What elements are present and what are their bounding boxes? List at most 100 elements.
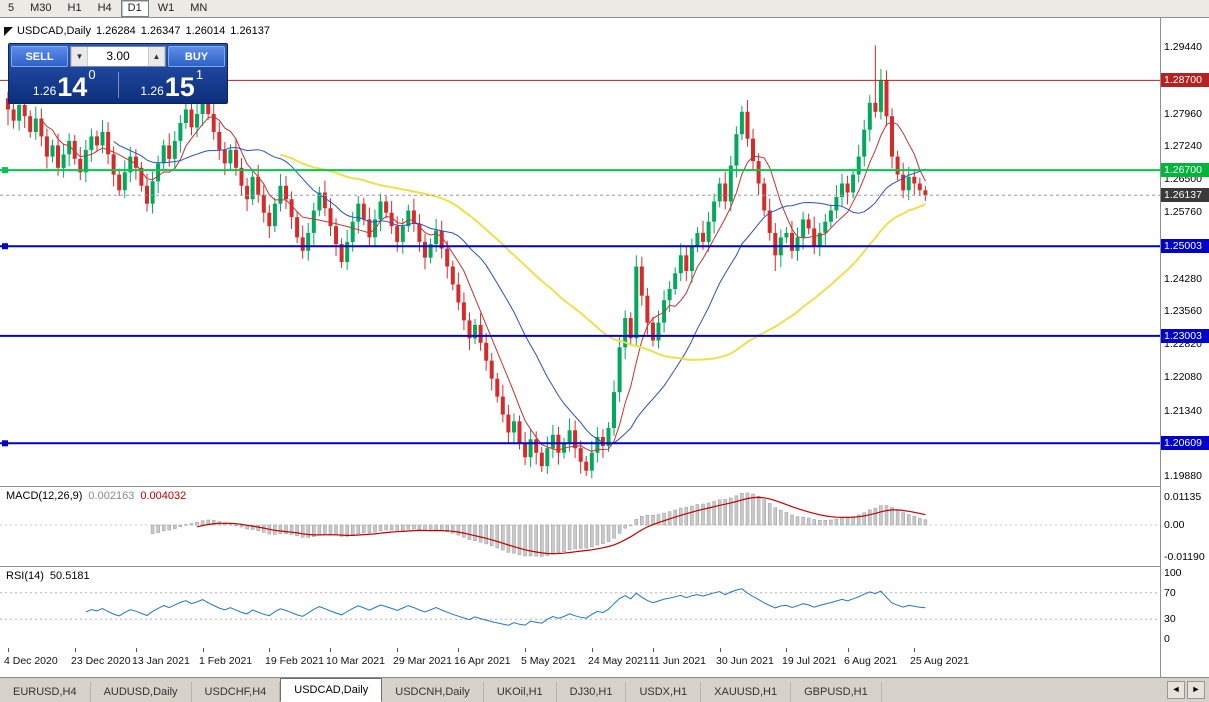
date-label: 16 Apr 2021 xyxy=(454,655,511,667)
rsi-panel-separator[interactable] xyxy=(0,566,1209,567)
price-tick-1.29440: 1.29440 xyxy=(1164,41,1202,53)
time-tick xyxy=(786,648,787,652)
tab-scroll-left-icon[interactable]: ◄ xyxy=(1167,681,1185,699)
time-axis[interactable]: 4 Dec 2020 23 Dec 2020 13 Jan 2021 1 Feb 20… xyxy=(0,648,1160,677)
time-tick xyxy=(592,648,593,652)
time-tick xyxy=(914,648,915,652)
date-label: 24 May 2021 xyxy=(588,655,649,667)
rsi-axis-30: 30 xyxy=(1164,613,1176,625)
bid-price-prefix: 1.26 xyxy=(32,84,57,98)
timeframe-button-5[interactable]: 5 xyxy=(8,2,15,14)
timeframe-button-mn[interactable]: MN xyxy=(190,2,208,14)
macd-signal-value: 0.004032 xyxy=(140,490,187,502)
price-tick-1.21340: 1.21340 xyxy=(1164,405,1202,417)
macd-axis-zero: 0.00 xyxy=(1164,519,1185,531)
time-tick xyxy=(330,648,331,652)
volume-decrease-icon[interactable]: ▼ xyxy=(71,47,88,66)
timeframe-button-h4[interactable]: H4 xyxy=(97,2,112,14)
price-badge-current-price: 1.26137 xyxy=(1161,188,1209,202)
tab-scroll-controls: ◄ ► xyxy=(1163,678,1209,702)
date-label: 5 May 2021 xyxy=(521,655,576,667)
price-tick-1.27960: 1.27960 xyxy=(1164,108,1202,120)
time-tick xyxy=(269,648,270,652)
rsi-value: 50.5181 xyxy=(49,570,90,582)
price-tick-1.27240: 1.27240 xyxy=(1164,140,1202,152)
chart-tab-eurusd-h4[interactable]: EURUSD,H4 xyxy=(0,682,91,702)
date-label: 11 Jun 2021 xyxy=(649,655,707,667)
price-badge-support-level-1: 1.25003 xyxy=(1161,239,1209,253)
sell-button[interactable]: SELL xyxy=(11,46,68,67)
date-label: 10 Mar 2021 xyxy=(326,655,385,667)
ask-price-pip: 1 xyxy=(195,67,204,82)
timeframe-button-h1[interactable]: H1 xyxy=(67,2,82,14)
chart-tab-ukoil-h1[interactable]: UKOil,H1 xyxy=(484,682,557,702)
ohlc-high: 1.26347 xyxy=(140,25,181,37)
chart-tab-usdchf-h4[interactable]: USDCHF,H4 xyxy=(192,682,281,702)
volume-input[interactable]: 3.00 xyxy=(106,49,130,63)
price-axis[interactable]: 0.01135 0.00 -0.01190 1.29440 1.27960 1.27… xyxy=(1160,18,1209,677)
time-tick xyxy=(75,648,76,652)
date-label: 6 Aug 2021 xyxy=(844,655,898,667)
price-tick-1.25760: 1.25760 xyxy=(1164,206,1202,218)
date-label: 25 Aug 2021 xyxy=(910,655,969,667)
ohlc-close: 1.26137 xyxy=(230,25,271,37)
timeframe-button-m30[interactable]: M30 xyxy=(30,2,52,14)
price-badge-support-level-3: 1.20609 xyxy=(1161,436,1209,450)
macd-panel-separator[interactable] xyxy=(0,486,1209,487)
buy-button[interactable]: BUY xyxy=(168,46,225,67)
date-label: 19 Jul 2021 xyxy=(782,655,837,667)
macd-indicator-panel[interactable] xyxy=(0,487,1160,566)
rsi-indicator-panel[interactable] xyxy=(0,567,1160,648)
timeframe-button-d1[interactable]: D1 xyxy=(120,0,149,17)
macd-title: MACD(12,26,9) 0.002163 0.004032 xyxy=(6,490,186,502)
chart-tab-usdcnh-daily[interactable]: USDCNH,Daily xyxy=(382,682,484,702)
price-badge-support-level-2: 1.23003 xyxy=(1161,329,1209,343)
time-tick xyxy=(848,648,849,652)
one-click-trading-panel: SELL ▼ 3.00 ▲ BUY 1.26 14 0 1.26 15 1 xyxy=(8,43,228,104)
chart-tab-gbpusd-h1[interactable]: GBPUSD,H1 xyxy=(791,682,882,702)
price-tick-1.23560: 1.23560 xyxy=(1164,305,1202,317)
macd-axis-top: 0.01135 xyxy=(1164,491,1202,503)
price-badge-resistance-level: 1.28700 xyxy=(1161,73,1209,87)
bid-price-pip: 0 xyxy=(88,67,96,82)
time-tick xyxy=(720,648,721,652)
time-tick xyxy=(653,648,654,652)
bid-price-big: 14 xyxy=(57,72,88,102)
macd-axis-bottom: -0.01190 xyxy=(1164,551,1205,563)
timeframe-button-w1[interactable]: W1 xyxy=(157,2,175,14)
volume-increase-icon[interactable]: ▲ xyxy=(148,47,165,66)
date-label: 23 Dec 2020 xyxy=(71,655,131,667)
chart-tab-dj30-h1[interactable]: DJ30,H1 xyxy=(557,682,627,702)
date-label: 13 Jan 2021 xyxy=(132,655,190,667)
time-tick xyxy=(8,648,9,652)
ask-price-big: 15 xyxy=(164,72,195,102)
rsi-title: RSI(14) 50.5181 xyxy=(6,570,90,582)
price-tick-1.22080: 1.22080 xyxy=(1164,371,1202,383)
date-label: 29 Mar 2021 xyxy=(393,655,452,667)
one-click-panel-collapse-icon[interactable] xyxy=(4,27,13,36)
ask-price-prefix: 1.26 xyxy=(140,84,164,98)
chart-tab-audusd-daily[interactable]: AUDUSD,Daily xyxy=(91,682,192,702)
chart-tab-bar: EURUSD,H4 AUDUSD,Daily USDCHF,H4 USDCAD,Dai… xyxy=(0,677,1209,702)
chart-tab-usdcad-daily[interactable]: USDCAD,Daily xyxy=(280,678,383,702)
ask-price[interactable]: 1.26 15 1 xyxy=(119,68,226,101)
ohlc-low: 1.26014 xyxy=(185,25,226,37)
time-tick xyxy=(397,648,398,652)
date-label: 19 Feb 2021 xyxy=(265,655,324,667)
time-tick xyxy=(525,648,526,652)
price-badge-green-level: 1.26700 xyxy=(1161,163,1209,177)
chart-symbol-label: USDCAD,Daily xyxy=(17,25,91,37)
chart-tab-usdx-h1[interactable]: USDX,H1 xyxy=(626,682,702,702)
chart-tab-xauusd-h1[interactable]: XAUUSD,H1 xyxy=(701,682,792,702)
rsi-axis-0: 0 xyxy=(1164,633,1170,645)
date-label: 4 Dec 2020 xyxy=(4,655,58,667)
bid-price[interactable]: 1.26 14 0 xyxy=(11,68,118,101)
date-label: 1 Feb 2021 xyxy=(199,655,253,667)
macd-main-value: 0.002163 xyxy=(88,490,135,502)
price-divider xyxy=(117,71,119,98)
tab-scroll-right-icon[interactable]: ► xyxy=(1187,681,1205,699)
rsi-axis-70: 70 xyxy=(1164,587,1176,599)
macd-label: MACD(12,26,9) xyxy=(6,490,83,502)
date-label: 30 Jun 2021 xyxy=(716,655,774,667)
